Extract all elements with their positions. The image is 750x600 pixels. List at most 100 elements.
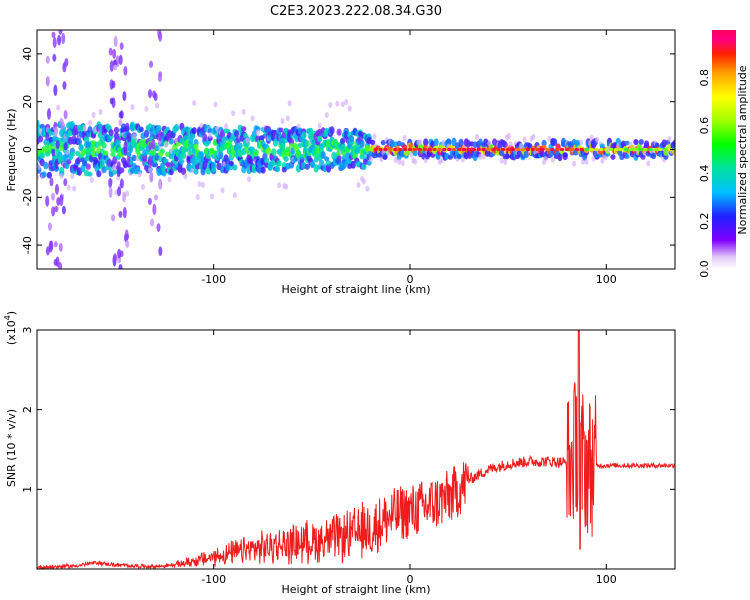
spectrogram-cell bbox=[359, 139, 365, 148]
spectrogram-cell bbox=[218, 150, 224, 160]
spectrogram-cell bbox=[633, 139, 639, 146]
spectrogram-cell bbox=[59, 172, 64, 179]
spectrogram-cell bbox=[241, 108, 246, 115]
spectrogram-cell bbox=[271, 148, 277, 156]
spectrogram-cell bbox=[82, 125, 87, 132]
spectrogram-cell bbox=[579, 139, 584, 146]
spectrogram-cell bbox=[304, 163, 310, 170]
spectrogram-cell bbox=[89, 176, 94, 183]
spectrogram-heatmap bbox=[37, 30, 675, 269]
spectrogram-cell bbox=[476, 147, 481, 152]
spectrogram-cell bbox=[205, 153, 211, 160]
spectrogram-cell bbox=[278, 127, 284, 133]
spectrogram-cell bbox=[99, 157, 105, 166]
spectrogram-cell bbox=[85, 163, 91, 170]
spectrogram-cell bbox=[287, 100, 292, 107]
spectrogram-cell bbox=[108, 47, 113, 56]
spectrogram-cell bbox=[540, 147, 545, 152]
colorbar-tick-label: 0.2 bbox=[698, 212, 711, 230]
spectrogram-cell bbox=[397, 158, 402, 165]
spectrogram-cell bbox=[572, 160, 577, 167]
spectrogram-cell bbox=[599, 147, 604, 152]
spectrogram-cell bbox=[393, 156, 398, 163]
spectrogram-cell bbox=[108, 177, 113, 189]
spectrogram-cell bbox=[183, 173, 188, 180]
spectrogram-cell bbox=[45, 195, 50, 207]
spectrogram-cell bbox=[211, 167, 217, 173]
spectrogram-cell bbox=[231, 110, 236, 117]
spectrogram-cell bbox=[315, 147, 321, 154]
spectrogram-cell bbox=[125, 239, 130, 248]
spectrogram-cell bbox=[158, 129, 163, 142]
spectrogram-cell bbox=[209, 193, 214, 200]
spectrogram-cell bbox=[499, 157, 504, 164]
spectrogram-cell bbox=[70, 173, 75, 180]
snr-frame bbox=[36, 329, 676, 570]
spectrogram-cell bbox=[54, 183, 59, 195]
spectrogram-cell bbox=[506, 132, 511, 139]
spectrogram-cell bbox=[58, 262, 63, 269]
spectrogram-cell bbox=[211, 161, 217, 170]
spectrogram-cell bbox=[48, 240, 53, 253]
spectrogram-cell bbox=[75, 150, 81, 156]
spectrogram-cell bbox=[150, 218, 155, 227]
spectrogram-cell bbox=[41, 171, 47, 178]
spectrogram-cell bbox=[505, 147, 511, 152]
spectrogram-cell bbox=[110, 152, 116, 157]
spectrogram-cell bbox=[247, 176, 252, 183]
spectrogram-cell bbox=[54, 205, 59, 213]
spectrogram-cell bbox=[579, 147, 584, 152]
colorbar-ticks: 0.0 0.2 0.4 0.6 0.8 bbox=[698, 69, 711, 278]
snr-x-ticks: -100 0 100 bbox=[201, 330, 617, 586]
spectrogram-cell bbox=[50, 192, 55, 201]
spectrogram-cell bbox=[301, 131, 307, 140]
spectrogram-cell bbox=[113, 126, 120, 134]
spectrogram-cell bbox=[633, 147, 638, 152]
spectrogram-cell bbox=[456, 153, 462, 160]
spectrogram-cell bbox=[119, 110, 124, 119]
spectrogram-cell bbox=[451, 137, 457, 147]
spectrogram-cell bbox=[522, 136, 527, 143]
snr-series-line bbox=[37, 330, 675, 569]
spectrogram-cell bbox=[329, 126, 335, 135]
spectrogram-cell bbox=[51, 148, 56, 157]
spectrogram-cell bbox=[192, 100, 197, 107]
spectrogram-cell bbox=[202, 133, 208, 142]
spectrogram-cell bbox=[279, 142, 286, 150]
spectrogram-cell bbox=[393, 147, 398, 152]
spectrogram-cell bbox=[486, 147, 491, 152]
snr-y-multiplier: (x104) bbox=[3, 311, 18, 345]
spectrogram-cell bbox=[541, 139, 547, 147]
spectrogram-y-tick-label: 20 bbox=[21, 95, 34, 109]
spectrogram-cell bbox=[648, 147, 653, 152]
spectrogram-cell bbox=[545, 147, 550, 152]
spectrogram-cell bbox=[515, 147, 521, 152]
spectrogram-cell bbox=[112, 169, 118, 175]
spectrogram-cell bbox=[119, 42, 124, 50]
spectrogram-cell bbox=[117, 186, 122, 197]
spectrogram-cell bbox=[123, 65, 128, 76]
spectrogram-x-axis-label: Height of straight line (km) bbox=[281, 283, 430, 296]
spectrogram-cell bbox=[113, 64, 118, 71]
spectrogram-cell bbox=[152, 203, 157, 216]
spectrogram-cell bbox=[380, 140, 386, 146]
spectrogram-cell bbox=[167, 176, 172, 183]
colorbar-label: Normalized spectral amplitude bbox=[736, 65, 749, 234]
spectrogram-cell bbox=[158, 246, 163, 256]
spectrogram-cell bbox=[412, 147, 418, 152]
colorbar-tick-label: 0.6 bbox=[698, 117, 711, 135]
spectrogram-cell bbox=[130, 104, 135, 111]
spectrogram-cell bbox=[111, 80, 116, 89]
spectrogram-cell bbox=[335, 100, 340, 107]
spectrogram-cell bbox=[447, 147, 452, 152]
spectrogram-cell bbox=[43, 161, 49, 170]
spectrogram-cell bbox=[253, 151, 259, 157]
spectrogram-cell bbox=[64, 58, 69, 67]
spectrogram-cell bbox=[378, 147, 383, 152]
spectrogram-cell bbox=[119, 250, 124, 258]
spectrogram-cell bbox=[51, 31, 56, 39]
spectrogram-cell bbox=[499, 149, 505, 157]
spectrogram-cell bbox=[442, 147, 447, 152]
spectrogram-cell bbox=[82, 160, 88, 167]
spectrogram-cell bbox=[109, 97, 114, 105]
